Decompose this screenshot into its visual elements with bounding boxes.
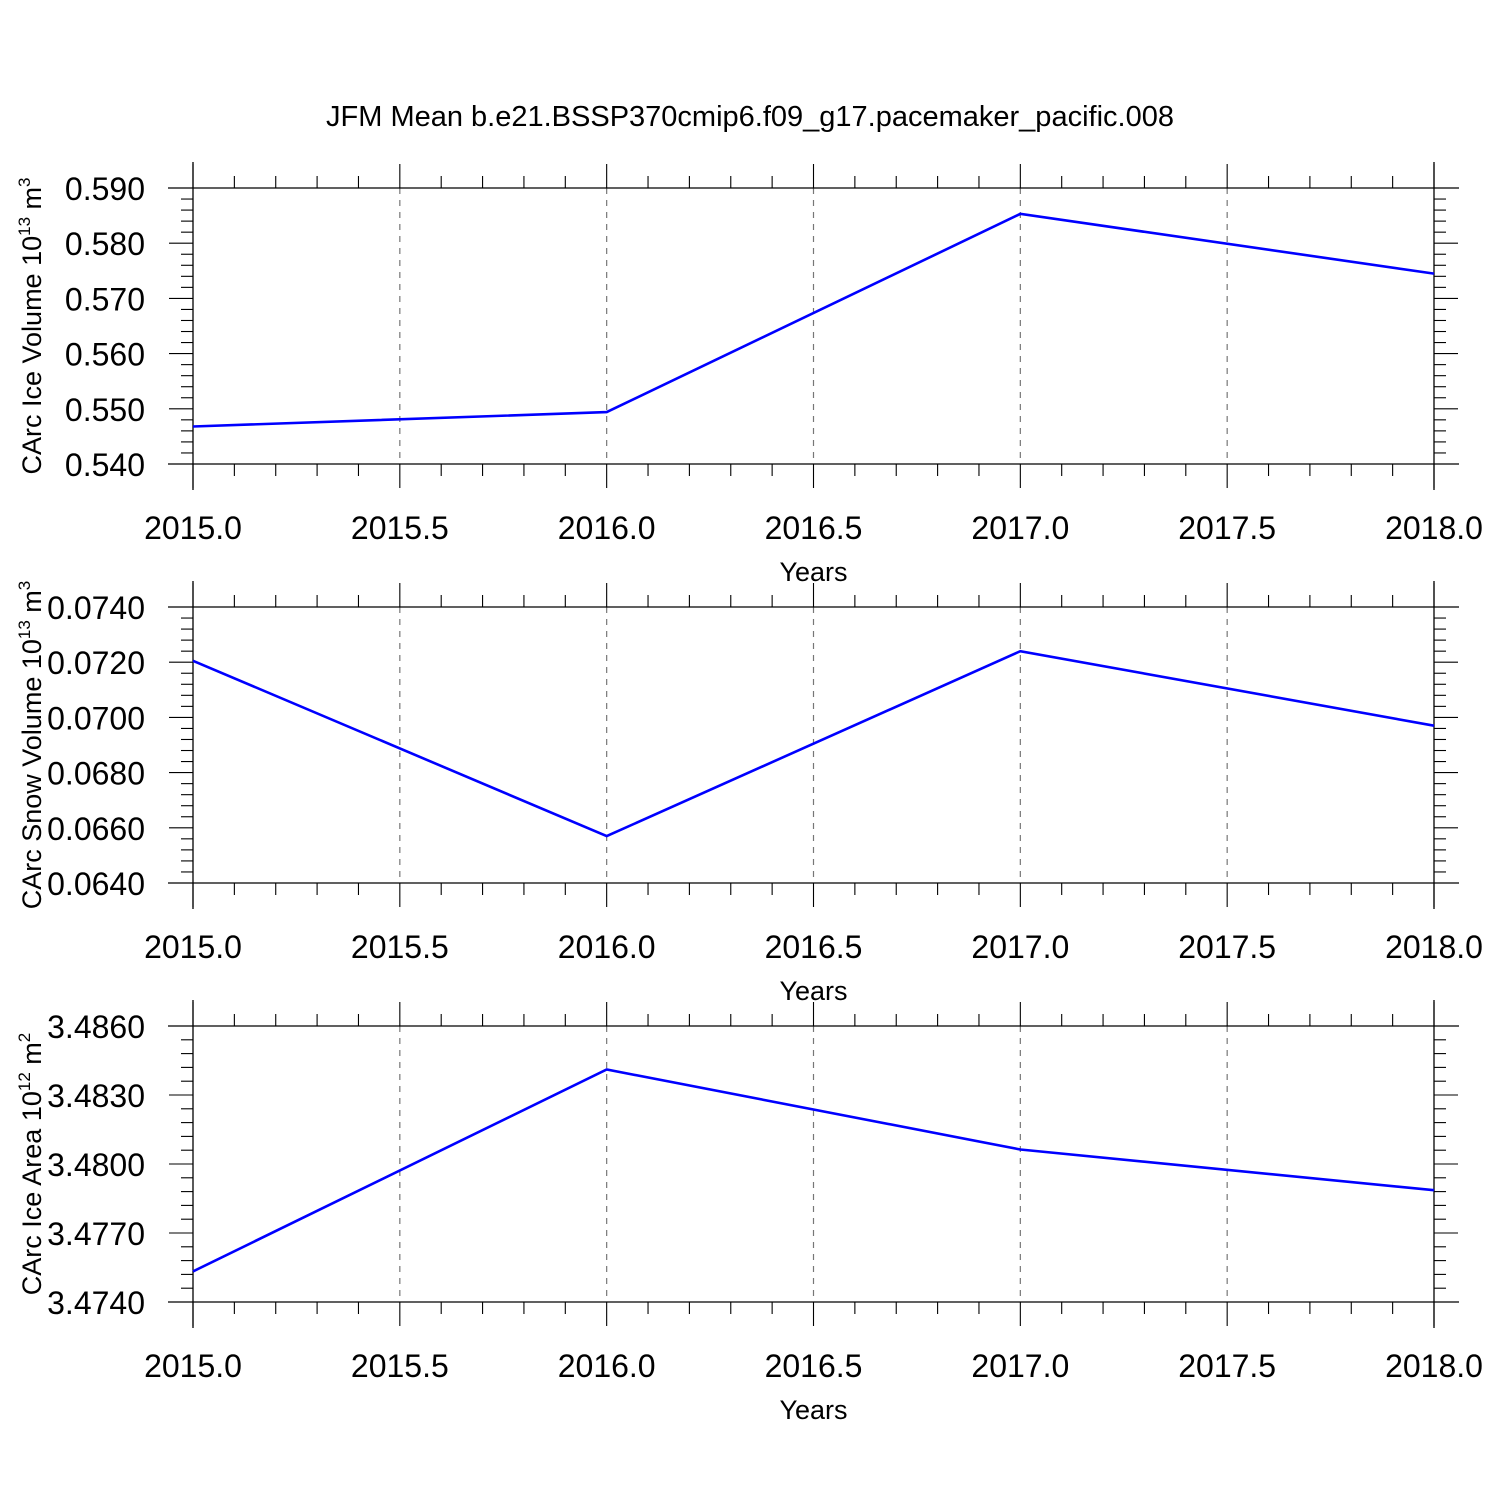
chart-panel-3: 2015.0 2015.5 2016.0 2016.5 2017.0 2017.5 2018…: [15, 1000, 1483, 1425]
y-tick-label: 0.0680: [47, 756, 145, 792]
y-tick-label: 0.0640: [47, 866, 145, 902]
y-tick-label: 3.4830: [47, 1078, 145, 1114]
y-tick-label: 0.570: [65, 281, 145, 317]
x-tick-label: 2016.5: [765, 1348, 863, 1384]
x-tick-label: 2016.0: [558, 1348, 656, 1384]
y-axis-label-text: CArc Snow Volume 10: [17, 639, 47, 909]
y-tick-label: 0.550: [65, 392, 145, 428]
x-tick-label: 2015.5: [351, 1348, 449, 1384]
x-tick-label: 2016.5: [765, 510, 863, 546]
y-axis-label: CArc Snow Volume 1013 m3: [15, 581, 47, 910]
x-tick-label: 2017.5: [1178, 1348, 1276, 1384]
y-axis-label-unit: m: [17, 1042, 47, 1072]
x-axis-label: Years: [779, 976, 847, 1006]
y-axis-label-unit: m: [17, 187, 47, 217]
x-axis-label: Years: [779, 557, 847, 587]
y-axis-label: CArc Ice Area 1012 m2: [15, 1033, 47, 1296]
x-tick-label: 2017.0: [971, 1348, 1069, 1384]
chart-panel-2: 2015.0 2015.5 2016.0 2016.5 2017.0 2017.5 2018…: [15, 581, 1483, 1006]
y-axis-label-unit-exponent: 3: [15, 581, 34, 590]
y-axis-label-exponent: 12: [15, 1072, 34, 1091]
y-tick-label: 0.590: [65, 171, 145, 207]
y-tick-label: 0.0660: [47, 811, 145, 847]
y-tick-label: 0.580: [65, 226, 145, 262]
x-tick-label: 2018.0: [1385, 1348, 1483, 1384]
x-tick-label: 2016.0: [558, 510, 656, 546]
y-tick-label: 0.560: [65, 337, 145, 373]
y-tick-label: 3.4800: [47, 1147, 145, 1183]
figure-title: JFM Mean b.e21.BSSP370cmip6.f09_g17.pace…: [326, 101, 1174, 133]
x-tick-label: 2016.5: [765, 929, 863, 965]
series-line: [192, 649, 1435, 838]
x-tick-label: 2015.0: [144, 510, 242, 546]
x-axis-label: Years: [779, 1395, 847, 1425]
x-tick-label: 2015.5: [351, 510, 449, 546]
y-axis-label-exponent: 13: [15, 620, 34, 639]
y-tick-label: 0.0700: [47, 700, 145, 736]
y-tick-label: 0.540: [65, 447, 145, 483]
y-axis-label-text: CArc Ice Volume 10: [17, 236, 47, 475]
series-line: [192, 212, 1435, 428]
x-tick-label: 2015.0: [144, 1348, 242, 1384]
y-tick-label: 3.4740: [47, 1285, 145, 1321]
x-tick-label: 2017.5: [1178, 510, 1276, 546]
x-tick-label: 2018.0: [1385, 929, 1483, 965]
chart-panels: 2015.0 2015.5 2016.0 2016.5 2017.0 2017.5 2018…: [15, 162, 1483, 1425]
y-axis-label-unit: m: [17, 590, 47, 620]
chart-panel-1: 2015.0 2015.5 2016.0 2016.5 2017.0 2017.5 2018…: [15, 162, 1483, 587]
x-tick-label: 2017.5: [1178, 929, 1276, 965]
y-axis-label-text: CArc Ice Area 10: [17, 1091, 47, 1295]
x-tick-label: 2015.5: [351, 929, 449, 965]
y-axis-label-unit-exponent: 3: [15, 177, 34, 186]
y-tick-label: 0.0720: [47, 645, 145, 681]
y-tick-label: 0.0740: [47, 590, 145, 626]
y-axis-label-unit-exponent: 2: [15, 1033, 34, 1042]
series-line: [192, 1068, 1435, 1273]
x-tick-label: 2017.0: [971, 929, 1069, 965]
y-axis-label: CArc Ice Volume 1013 m3: [15, 177, 47, 474]
y-tick-label: 3.4860: [47, 1009, 145, 1045]
x-tick-label: 2017.0: [971, 510, 1069, 546]
y-tick-label: 3.4770: [47, 1216, 145, 1252]
x-tick-label: 2015.0: [144, 929, 242, 965]
x-tick-label: 2018.0: [1385, 510, 1483, 546]
y-axis-label-exponent: 13: [15, 217, 34, 236]
x-tick-label: 2016.0: [558, 929, 656, 965]
